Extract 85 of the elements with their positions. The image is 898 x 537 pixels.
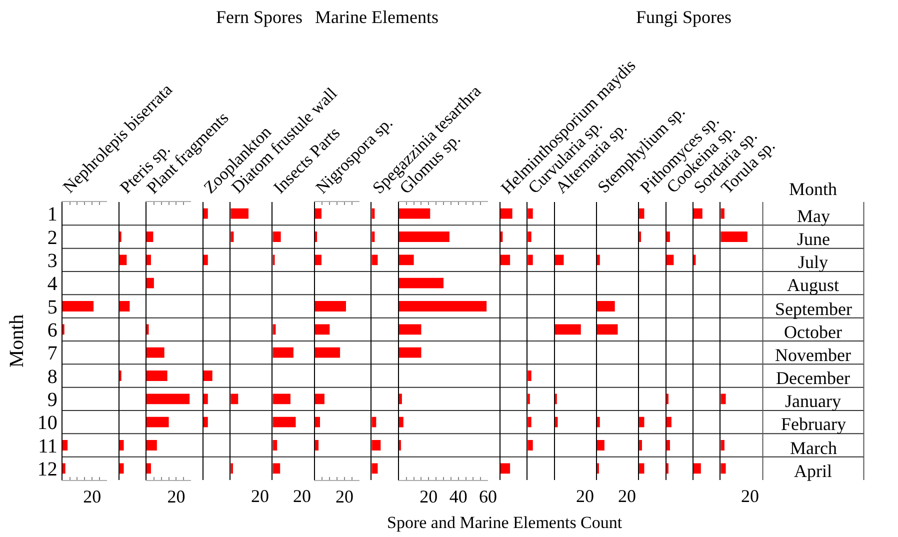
text: October <box>784 322 842 342</box>
x-tick-label: 40 <box>449 486 468 507</box>
bar <box>146 394 190 404</box>
bar <box>272 232 281 242</box>
bar <box>119 440 124 450</box>
bar <box>146 370 168 381</box>
text: May <box>797 206 830 226</box>
bar <box>119 254 127 266</box>
x-tick-label: 60 <box>479 486 498 507</box>
y-tick-label: 8 <box>47 366 58 388</box>
bar <box>314 232 318 242</box>
y-tick-label: 7 <box>47 342 58 365</box>
bar <box>398 301 487 312</box>
y-tick-label: 6 <box>47 319 58 342</box>
bar <box>314 440 319 450</box>
x-tick-label: 20 <box>167 486 186 507</box>
bar <box>596 416 600 428</box>
bar <box>62 301 94 312</box>
bar <box>398 347 422 358</box>
bar <box>62 440 68 450</box>
x-tick-label: 20 <box>420 486 438 507</box>
text: November <box>775 345 851 365</box>
bar <box>398 232 450 242</box>
bar <box>314 416 320 428</box>
bar <box>119 301 130 312</box>
bar <box>398 394 402 404</box>
y-tick-label: 9 <box>47 388 58 411</box>
text: August <box>787 275 840 295</box>
text: December <box>776 368 850 388</box>
bar <box>62 463 66 474</box>
bar <box>272 394 290 404</box>
bar <box>146 232 154 242</box>
text: February <box>781 414 846 434</box>
bar <box>314 347 340 358</box>
bar <box>398 324 422 335</box>
x-axis-title: Spore and Marine Elements Count <box>387 513 622 532</box>
text: July <box>798 252 828 272</box>
bar <box>230 394 238 404</box>
text: June <box>797 229 830 249</box>
bar <box>146 440 157 450</box>
bar <box>272 347 294 358</box>
x-tick-label: 20 <box>336 486 354 507</box>
text: September <box>775 299 852 319</box>
bar <box>272 440 278 450</box>
text: Fungi Spores <box>636 7 732 27</box>
text: Marine Elements <box>315 7 438 27</box>
bar <box>596 324 618 335</box>
bar <box>398 254 414 266</box>
bar <box>596 440 604 450</box>
text: Month <box>789 179 838 199</box>
bar <box>146 254 151 266</box>
bar <box>596 254 600 266</box>
bar <box>146 416 169 428</box>
text: March <box>790 438 837 458</box>
bar <box>398 416 404 428</box>
y-tick-label: 3 <box>47 250 58 272</box>
bar <box>398 278 444 288</box>
text: January <box>785 391 841 411</box>
y-tick-label: 10 <box>37 412 58 434</box>
y-tick-label: 5 <box>47 296 58 318</box>
bar <box>146 347 164 358</box>
bar <box>314 394 324 404</box>
bar <box>314 301 346 312</box>
text: Fern Spores <box>216 7 302 27</box>
bar <box>554 324 581 335</box>
bar <box>119 463 124 474</box>
x-tick-label: 20 <box>83 486 102 507</box>
y-tick-label: 11 <box>38 435 58 458</box>
y-tick-label: 1 <box>47 204 58 226</box>
bar <box>146 463 151 474</box>
bar <box>596 301 615 312</box>
y-tick-label: 12 <box>37 458 58 480</box>
y-tick-label: 2 <box>47 226 58 249</box>
y-tick-label: 4 <box>47 273 58 296</box>
bar <box>398 208 430 219</box>
text: April <box>794 461 832 481</box>
bar <box>314 254 322 266</box>
bar <box>230 208 248 219</box>
bar <box>272 416 296 428</box>
bar <box>314 324 330 335</box>
bar <box>554 254 564 266</box>
y-axis-title: Month <box>6 314 28 368</box>
bar <box>272 463 280 474</box>
bar <box>146 278 154 288</box>
bar <box>314 208 322 219</box>
